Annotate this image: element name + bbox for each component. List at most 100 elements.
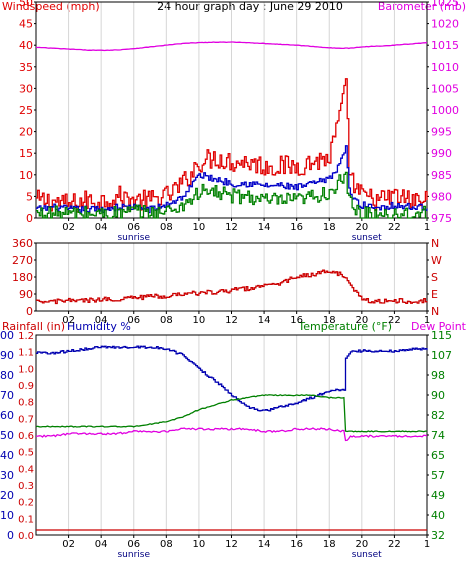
wind-panel-xtick-label: 02 xyxy=(62,222,75,233)
windspeed-axis-ytick-label: 30 xyxy=(19,82,33,95)
barometer-axis-ytick-label: 1000 xyxy=(431,104,459,117)
compass-axis-ytick-label: S xyxy=(431,271,438,284)
compass-axis-ytick-label: W xyxy=(431,254,442,267)
direction-panel-xtick-label: 22 xyxy=(388,315,401,326)
direction-panel-xtick-label: 02 xyxy=(62,315,75,326)
humidity-axis-tick-label: 90 xyxy=(0,349,14,362)
wind-panel-sunrise-label: sunrise xyxy=(117,233,150,243)
series-humidity-line xyxy=(36,345,428,412)
temperature-axis-label: Temperature (°F) xyxy=(297,320,392,333)
series-temperature-line xyxy=(35,394,427,433)
barometer-axis-ytick-label: 975 xyxy=(431,212,452,225)
wind-panel-xtick-label: 22 xyxy=(388,222,401,233)
windspeed-axis-ytick-label: 5 xyxy=(26,190,33,203)
direction-panel-xtick-label: 06 xyxy=(127,315,140,326)
temperature-axis-ytick-label: 98 xyxy=(431,369,445,382)
barometer-axis-ytick-label: 985 xyxy=(431,169,452,182)
rainfall-axis-tick-label: 0.8 xyxy=(18,398,34,409)
series-dewpoint-line xyxy=(35,427,428,442)
windspeed-axis-ytick-label: 50 xyxy=(19,0,33,9)
rainfall-axis-tick-label: 0.0 xyxy=(18,531,34,542)
barometer-axis-ytick-label: 1015 xyxy=(431,39,459,52)
humidity-axis-tick-label: 10 xyxy=(0,509,14,522)
temp-panel-xtick-label: 16 xyxy=(290,539,303,550)
barometer-axis-ytick-label: 980 xyxy=(431,190,452,203)
humidity-axis-tick-label: 80 xyxy=(0,369,14,382)
wind-panel-xtick-label: 18 xyxy=(323,222,336,233)
rainfall-axis-tick-label: 1.0 xyxy=(18,364,34,375)
direction-panel-xtick-label: 12 xyxy=(225,315,238,326)
temp-panel-xtick-label: 12 xyxy=(225,539,238,550)
rainfall-axis-tick-label: 0.9 xyxy=(18,381,34,392)
temperature-axis-ytick-label: 57 xyxy=(431,469,445,482)
barometer-axis-ytick-label: 1010 xyxy=(431,61,459,74)
temperature-axis-ytick-label: 82 xyxy=(431,409,445,422)
temp-panel-xtick-label: 14 xyxy=(258,539,271,550)
direction-axis-ytick-label: 360 xyxy=(12,237,33,250)
dewpoint-axis-label: Dew Point xyxy=(411,320,467,333)
direction-panel-xtick-label: 10 xyxy=(193,315,206,326)
windspeed-axis-ytick-label: 20 xyxy=(19,126,33,139)
rainfall-axis-tick-label: 0.3 xyxy=(18,481,34,492)
direction-panel-xtick-label: 1 xyxy=(424,315,430,326)
temp-panel-xtick-label: 1 xyxy=(424,539,430,550)
wind-panel-xtick-label: 08 xyxy=(160,222,173,233)
direction-axis-ytick-label: 270 xyxy=(12,254,33,267)
humidity-axis-label: Humidity % xyxy=(67,320,131,333)
rainfall-axis-tick-label: 1.1 xyxy=(18,348,34,359)
wind-panel-sunset-label: sunset xyxy=(352,233,382,243)
windspeed-axis-ytick-label: 25 xyxy=(19,104,33,117)
rainfall-axis-tick-label: 0.7 xyxy=(18,414,34,425)
temp-panel-xtick-label: 10 xyxy=(193,539,206,550)
windspeed-axis-ytick-label: 0 xyxy=(26,212,33,225)
wind-panel-xtick-label: 20 xyxy=(355,222,368,233)
rainfall-axis-tick-label: 0.2 xyxy=(18,498,34,509)
temp-panel-xtick-label: 08 xyxy=(160,539,173,550)
barometer-axis-ytick-label: 1025 xyxy=(431,0,459,9)
temp-panel-xtick-label: 18 xyxy=(323,539,336,550)
temperature-axis-ytick-label: 49 xyxy=(431,489,445,502)
humidity-axis-tick-label: 30 xyxy=(0,469,14,482)
humidity-axis-tick-label: 100 xyxy=(0,329,14,342)
direction-panel-xtick-label: 04 xyxy=(95,315,108,326)
humidity-axis-tick-label: 40 xyxy=(0,449,14,462)
windspeed-axis-ytick-label: 10 xyxy=(19,169,33,182)
rainfall-axis-tick-label: 0.6 xyxy=(18,431,34,442)
compass-axis-ytick-label: E xyxy=(431,288,438,301)
humidity-axis-tick-label: 0 xyxy=(7,529,14,542)
humidity-axis-tick-label: 60 xyxy=(0,409,14,422)
temp-panel-xtick-label: 04 xyxy=(95,539,108,550)
series-direction-line xyxy=(36,269,428,305)
windspeed-axis-ytick-label: 40 xyxy=(19,39,33,52)
direction-panel-xtick-label: 14 xyxy=(258,315,271,326)
windspeed-axis-ytick-label: 35 xyxy=(19,61,33,74)
humidity-axis-tick-label: 50 xyxy=(0,429,14,442)
direction-axis-ytick-label: 90 xyxy=(19,288,33,301)
barometer-axis-ytick-label: 995 xyxy=(431,126,452,139)
direction-axis-ytick-label: 180 xyxy=(12,271,33,284)
wind-panel-xtick-label: 04 xyxy=(95,222,108,233)
compass-axis-ytick-label: N xyxy=(431,237,439,250)
temperature-axis-ytick-label: 107 xyxy=(431,349,452,362)
wind-panel-xtick-label: 14 xyxy=(258,222,271,233)
series-low-line xyxy=(36,171,427,219)
windspeed-axis-ytick-label: 15 xyxy=(19,147,33,160)
temp-panel-xtick-label: 22 xyxy=(388,539,401,550)
compass-axis-ytick-label: N xyxy=(431,305,439,318)
temperature-axis-ytick-label: 115 xyxy=(431,329,452,342)
direction-panel-xtick-label: 20 xyxy=(355,315,368,326)
temp-panel-sunset-label: sunset xyxy=(352,550,382,559)
temperature-axis-ytick-label: 74 xyxy=(431,429,445,442)
temp-panel-xtick-label: 20 xyxy=(355,539,368,550)
temperature-axis-ytick-label: 40 xyxy=(431,509,445,522)
series-barometer-line xyxy=(35,41,428,52)
windspeed-axis-label: Windspeed (mph) xyxy=(2,0,100,13)
direction-panel-xtick-label: 16 xyxy=(290,315,303,326)
barometer-axis-ytick-label: 990 xyxy=(431,147,452,160)
temp-panel-xtick-label: 02 xyxy=(62,539,75,550)
rainfall-axis-tick-label: 0.5 xyxy=(18,448,34,459)
rainfall-axis-tick-label: 0.1 xyxy=(18,514,34,525)
windspeed-axis-ytick-label: 45 xyxy=(19,18,33,31)
